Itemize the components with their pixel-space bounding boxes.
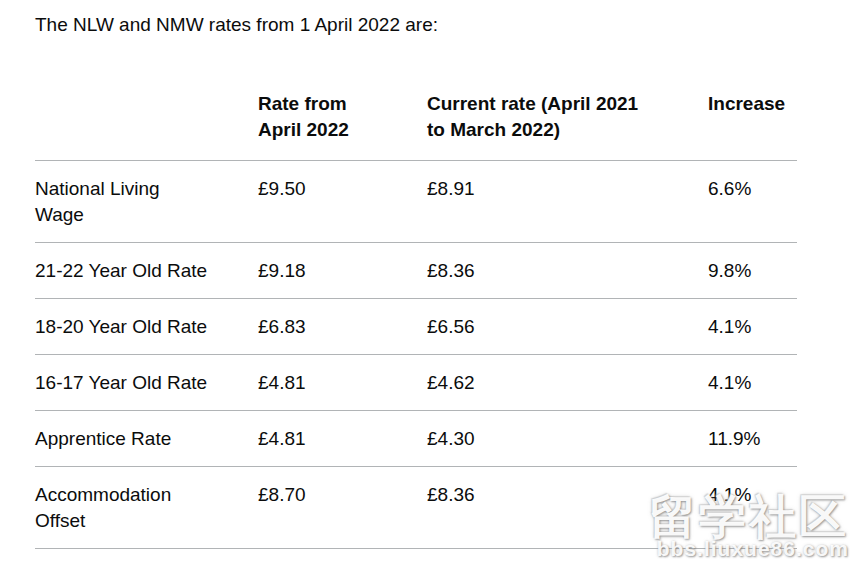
rate-from-cell: £9.18 (258, 243, 427, 299)
row-label-text: Accommodation (35, 482, 243, 508)
table-row-16-17: 16-17 Year Old Rate £4.81 £4.62 4.1% (35, 355, 797, 411)
current-rate-cell: £8.36 (427, 467, 708, 549)
row-label-cell: Apprentice Rate (35, 411, 258, 467)
header-text: Current rate (April 2021 (427, 91, 693, 117)
row-label-text: 16-17 Year Old Rate (35, 370, 243, 396)
row-label-text: Apprentice Rate (35, 426, 243, 452)
row-label-cell: 21-22 Year Old Rate (35, 243, 258, 299)
row-label-cell: 16-17 Year Old Rate (35, 355, 258, 411)
rates-table: Rate from April 2022 Current rate (April… (35, 91, 797, 549)
page-title: The NLW and NMW rates from 1 April 2022 … (35, 12, 851, 38)
row-label-text: 18-20 Year Old Rate (35, 314, 243, 340)
table-row-apprentice: Apprentice Rate £4.81 £4.30 11.9% (35, 411, 797, 467)
increase-cell: 4.1% (708, 355, 797, 411)
header-row-label (35, 91, 258, 161)
table-row-18-20: 18-20 Year Old Rate £6.83 £6.56 4.1% (35, 299, 797, 355)
row-label-cell: 18-20 Year Old Rate (35, 299, 258, 355)
row-label-text: Offset (35, 508, 243, 534)
row-label-text: 21-22 Year Old Rate (35, 258, 243, 284)
increase-cell: 6.6% (708, 161, 797, 243)
content-page: The NLW and NMW rates from 1 April 2022 … (0, 0, 851, 549)
table-row-national-living-wage: National Living Wage £9.50 £8.91 6.6% (35, 161, 797, 243)
current-rate-cell: £6.56 (427, 299, 708, 355)
row-label-cell: Accommodation Offset (35, 467, 258, 549)
header-text: to March 2022) (427, 117, 693, 143)
rate-from-cell: £6.83 (258, 299, 427, 355)
row-label-text: Wage (35, 202, 243, 228)
current-rate-cell: £8.36 (427, 243, 708, 299)
increase-cell: 4.1% (708, 299, 797, 355)
rate-from-cell: £4.81 (258, 411, 427, 467)
header-increase: Increase (708, 91, 797, 161)
table-row-accommodation-offset: Accommodation Offset £8.70 £8.36 4.1% (35, 467, 797, 549)
current-rate-cell: £4.30 (427, 411, 708, 467)
row-label-cell: National Living Wage (35, 161, 258, 243)
increase-cell: 9.8% (708, 243, 797, 299)
row-label-text: National Living (35, 176, 243, 202)
current-rate-cell: £8.91 (427, 161, 708, 243)
header-rate-from-april-2022: Rate from April 2022 (258, 91, 427, 161)
rate-from-cell: £9.50 (258, 161, 427, 243)
header-text: April 2022 (258, 117, 412, 143)
header-current-rate: Current rate (April 2021 to March 2022) (427, 91, 708, 161)
increase-cell: 4.1% (708, 467, 797, 549)
header-text: Rate from (258, 91, 412, 117)
header-text: Increase (708, 91, 797, 117)
rate-from-cell: £4.81 (258, 355, 427, 411)
table-row-21-22: 21-22 Year Old Rate £9.18 £8.36 9.8% (35, 243, 797, 299)
current-rate-cell: £4.62 (427, 355, 708, 411)
table-header-row: Rate from April 2022 Current rate (April… (35, 91, 797, 161)
rate-from-cell: £8.70 (258, 467, 427, 549)
increase-cell: 11.9% (708, 411, 797, 467)
